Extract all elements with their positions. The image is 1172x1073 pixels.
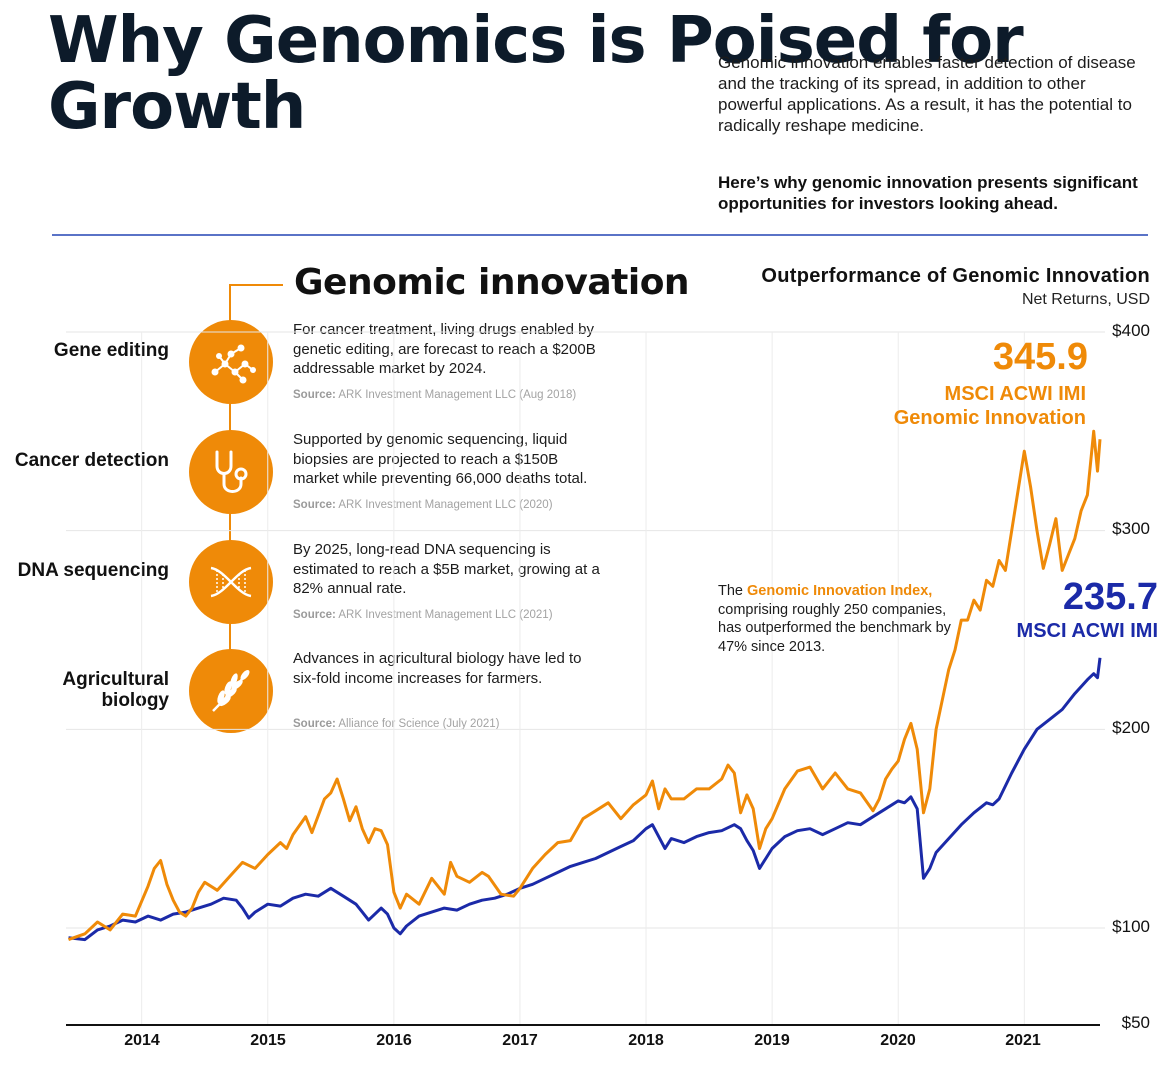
innovation-description: Supported by genomic sequencing, liquid … (293, 431, 588, 487)
title-text: Why Genomics is Poised for Growth (48, 4, 1024, 144)
x-tick-2016: 2016 (376, 1032, 412, 1049)
series-benchmark-final-value: 235.7 (1062, 576, 1158, 618)
chart-annotation: The Genomic Innovation Index, comprising… (718, 582, 958, 656)
x-tick-2015: 2015 (250, 1032, 286, 1049)
innovation-item-dna-sequencing: DNA sequencing By 2025, long-read DNA se… (0, 540, 700, 640)
source-label: Source: (293, 609, 336, 621)
innovation-description: Advances in agricultural biology have le… (293, 650, 582, 687)
annotation-highlight: Genomic Innovation Index, (747, 583, 933, 599)
annotation-rest: comprising roughly 250 companies, has ou… (718, 601, 951, 655)
x-tick-2019: 2019 (754, 1032, 790, 1049)
page-title: Why Genomics is Poised for Growth (48, 8, 1172, 140)
chart-subtitle: Net Returns, USD (1021, 291, 1150, 308)
stethoscope-icon (189, 430, 273, 514)
annotation-prefix: The (718, 583, 748, 599)
intro-paragraph: Genomic innovation enables faster detect… (718, 53, 1136, 135)
innovation-item-agricultural-biology: Agricultural biology Advances in agricul… (0, 649, 700, 749)
source-text: ARK Investment Management LLC (Aug 2018) (338, 389, 577, 401)
x-tick-2018: 2018 (628, 1032, 664, 1049)
series-genomic-label-line1: MSCI ACWI IMI (944, 383, 1086, 405)
innovation-label: Gene editing (53, 340, 169, 361)
innovation-source: Source: ARK Investment Management LLC (2… (293, 499, 553, 511)
dna-helix-icon (189, 540, 273, 624)
series-line-msci-acwi-imi (68, 657, 1102, 942)
y-tick-50: $50 (1121, 1013, 1150, 1032)
x-tick-2014: 2014 (124, 1032, 160, 1049)
innovation-description: By 2025, long-read DNA sequencing is est… (293, 541, 600, 597)
x-tick-2020: 2020 (880, 1032, 916, 1049)
innovation-label: Agricultural biology (62, 669, 169, 711)
innovation-source: Source: Alliance for Science (July 2021) (293, 718, 499, 730)
series-genomic-label: MSCI ACWI IMI Genomic Innovation (786, 382, 1086, 430)
y-tick-400: $400 (1112, 321, 1150, 340)
intro-bold-paragraph: Here’s why genomic innovation presents s… (718, 173, 1138, 213)
series-benchmark-label: MSCI ACWI IMI (1016, 620, 1158, 642)
series-genomic-final-value: 345.9 (992, 336, 1088, 378)
series-line-genomic-innovation (67, 429, 1102, 942)
innovation-source: Source: ARK Investment Management LLC (A… (293, 389, 576, 401)
innovation-label: DNA sequencing (17, 560, 169, 581)
gene-network-icon (189, 320, 273, 404)
connector-horizontal (229, 284, 283, 286)
y-tick-100: $100 (1112, 917, 1150, 936)
source-label: Source: (293, 718, 336, 730)
innovation-item-cancer-detection: Cancer detection Supported by genomic se… (0, 430, 700, 530)
x-tick-2017: 2017 (502, 1032, 538, 1049)
divider-rule (52, 234, 1148, 236)
source-text: ARK Investment Management LLC (2021) (338, 609, 553, 621)
source-text: Alliance for Science (July 2021) (338, 718, 500, 730)
innovation-heading: Genomic innovation (294, 262, 690, 303)
source-label: Source: (293, 499, 336, 511)
innovation-label: Cancer detection (14, 450, 169, 471)
chart-title: Outperformance of Genomic Innovation (761, 265, 1150, 287)
wheat-icon (189, 649, 273, 733)
series-genomic-label-line2: Genomic Innovation (893, 407, 1086, 429)
innovation-source: Source: ARK Investment Management LLC (2… (293, 609, 553, 621)
source-label: Source: (293, 389, 336, 401)
y-tick-300: $300 (1112, 519, 1150, 538)
source-text: ARK Investment Management LLC (2020) (338, 499, 553, 511)
x-tick-2021: 2021 (1005, 1032, 1041, 1049)
y-tick-200: $200 (1112, 718, 1150, 737)
